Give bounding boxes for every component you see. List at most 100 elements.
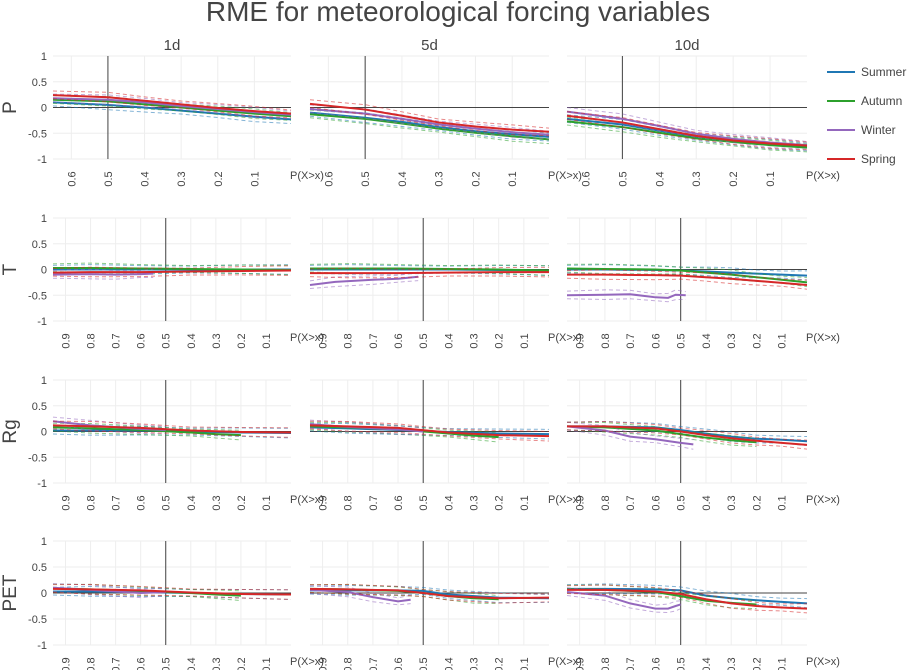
series-summer-band [309, 584, 550, 596]
x-tick-label: 0.2 [751, 495, 763, 510]
x-tick-label: 0.1 [261, 495, 273, 510]
series-summer-band [309, 422, 550, 430]
x-tick-label: 0.4 [701, 333, 713, 348]
x-tick-label: 0.8 [86, 657, 98, 670]
x-axis-label: P(X>x) [290, 656, 324, 668]
series-spring-line [309, 102, 550, 133]
x-tick-label: 0.5 [161, 657, 173, 670]
x-tick-label: 0.9 [575, 657, 587, 670]
x-axis-label: P(X>x) [290, 170, 324, 182]
x-tick-label: 0.4 [186, 495, 198, 510]
panel-t-1d: 1 0.5 0 -0.5 -1 0.9 0.8 0.7 0.6 0.5 0.4 0.3 0.2 0.1 P(… [28, 213, 324, 349]
x-axis-label: P(X>x) [806, 494, 840, 506]
y-tick-label: 1 [41, 375, 47, 387]
series-winter-band [52, 101, 292, 120]
series-spring-band [309, 106, 550, 137]
x-tick-label: 0.2 [494, 657, 506, 670]
series-summer-band [309, 593, 550, 604]
x-tick-label: 0.3 [691, 171, 703, 186]
series-summer-line [567, 587, 808, 605]
x-tick-label: 0.6 [650, 333, 662, 348]
x-tick-label: 0.6 [650, 657, 662, 670]
x-tick-label: 0.2 [236, 657, 248, 670]
y-tick-label: 0 [41, 103, 47, 115]
x-tick-label: 0.2 [728, 171, 740, 186]
series-autumn-band [309, 263, 550, 267]
series-winter-band [566, 107, 808, 143]
x-tick-label: 0.9 [318, 333, 330, 348]
x-tick-label: 0.6 [580, 171, 592, 186]
x-tick-label: 0.1 [777, 495, 789, 510]
series-winter-band [566, 114, 808, 150]
x-tick-label: 0.4 [397, 171, 409, 186]
x-axis-label: P(X>x) [290, 494, 324, 506]
panel-pet-5d: 0.9 0.8 0.7 0.6 0.5 0.4 0.3 0.2 0.1 P(X>x) [309, 540, 582, 670]
x-axis-label: P(X>x) [290, 332, 324, 344]
series-summer-band [309, 115, 550, 142]
series-autumn-band [52, 430, 241, 441]
x-tick-label: 0.7 [368, 495, 380, 510]
x-tick-label: 0.5 [676, 657, 688, 670]
panel-pet-10d: 0.9 0.8 0.7 0.6 0.5 0.4 0.3 0.2 0.1 P(X>x) [566, 540, 840, 670]
y-tick-label: 0.5 [32, 562, 47, 574]
chart-title: RME for meteorological forcing variables [206, 0, 710, 27]
y-tick-label: -1 [37, 478, 47, 490]
x-tick-label: 0.1 [777, 657, 789, 670]
y-tick-label: 1 [41, 213, 47, 225]
series-winter-band [309, 280, 419, 289]
x-tick-label: 0.7 [111, 657, 123, 670]
y-tick-label: 0 [41, 265, 47, 277]
x-tick-label: 0.4 [701, 495, 713, 510]
x-tick-label: 0.8 [86, 495, 98, 510]
series-spring-band [52, 265, 292, 269]
series-winter-line [309, 108, 550, 136]
series-autumn-band [566, 429, 757, 447]
x-tick-label: 0.2 [494, 495, 506, 510]
series-autumn-band [566, 124, 808, 153]
x-tick-label: 0.1 [249, 171, 261, 186]
x-axis-label: P(X>x) [548, 656, 582, 668]
series-winter-band [566, 298, 686, 303]
x-tick-label: 0.9 [318, 657, 330, 670]
legend-label-winter: Winter [861, 123, 896, 137]
series-winter-band [309, 427, 424, 436]
x-tick-label: 0.1 [507, 171, 519, 186]
series-winter-band [52, 424, 166, 434]
series-summer-band [566, 272, 808, 281]
x-tick-label: 0.5 [617, 171, 629, 186]
series-spring-band [309, 420, 550, 432]
x-tick-label: 0.8 [600, 333, 612, 348]
x-tick-label: 0.8 [343, 333, 355, 348]
series-spring-band [52, 591, 292, 600]
series-winter-band [566, 289, 686, 295]
x-tick-label: 0.3 [211, 495, 223, 510]
series-spring-line [567, 425, 808, 446]
y-tick-label: 0.5 [32, 401, 47, 413]
x-tick-label: 0.4 [140, 171, 152, 186]
row-label-pet: PET [0, 574, 21, 611]
x-tick-label: 0.9 [575, 495, 587, 510]
x-tick-label: 0.1 [261, 657, 273, 670]
panel-rg-10d: 0.9 0.8 0.7 0.6 0.5 0.4 0.3 0.2 0.1 P(X>x) [566, 379, 840, 511]
series-winter-line [309, 588, 411, 603]
x-tick-label: 0.3 [469, 657, 481, 670]
series-spring-line [567, 273, 808, 286]
x-tick-label: 0.3 [211, 657, 223, 670]
y-tick-label: 0 [41, 588, 47, 600]
series-autumn-band [52, 102, 292, 121]
row-label-t: T [0, 263, 21, 275]
y-tick-label: -1 [37, 640, 47, 652]
series-summer-band [566, 114, 808, 144]
series-spring-band [566, 269, 808, 281]
panel-rg-5d: 0.9 0.8 0.7 0.6 0.5 0.4 0.3 0.2 0.1 P(X>x) [309, 379, 582, 511]
y-tick-label: -0.5 [28, 290, 47, 302]
y-tick-label: -0.5 [28, 128, 47, 140]
x-tick-label: 0.3 [211, 333, 223, 348]
series-winter-band [566, 421, 694, 441]
x-tick-label: 0.7 [111, 333, 123, 348]
x-tick-label: 0.9 [61, 333, 73, 348]
series-spring-band [52, 583, 292, 591]
panel-p-10d: 0.6 0.5 0.4 0.3 0.2 0.1 P(X>x) [566, 55, 840, 187]
x-tick-label: 0.2 [236, 333, 248, 348]
